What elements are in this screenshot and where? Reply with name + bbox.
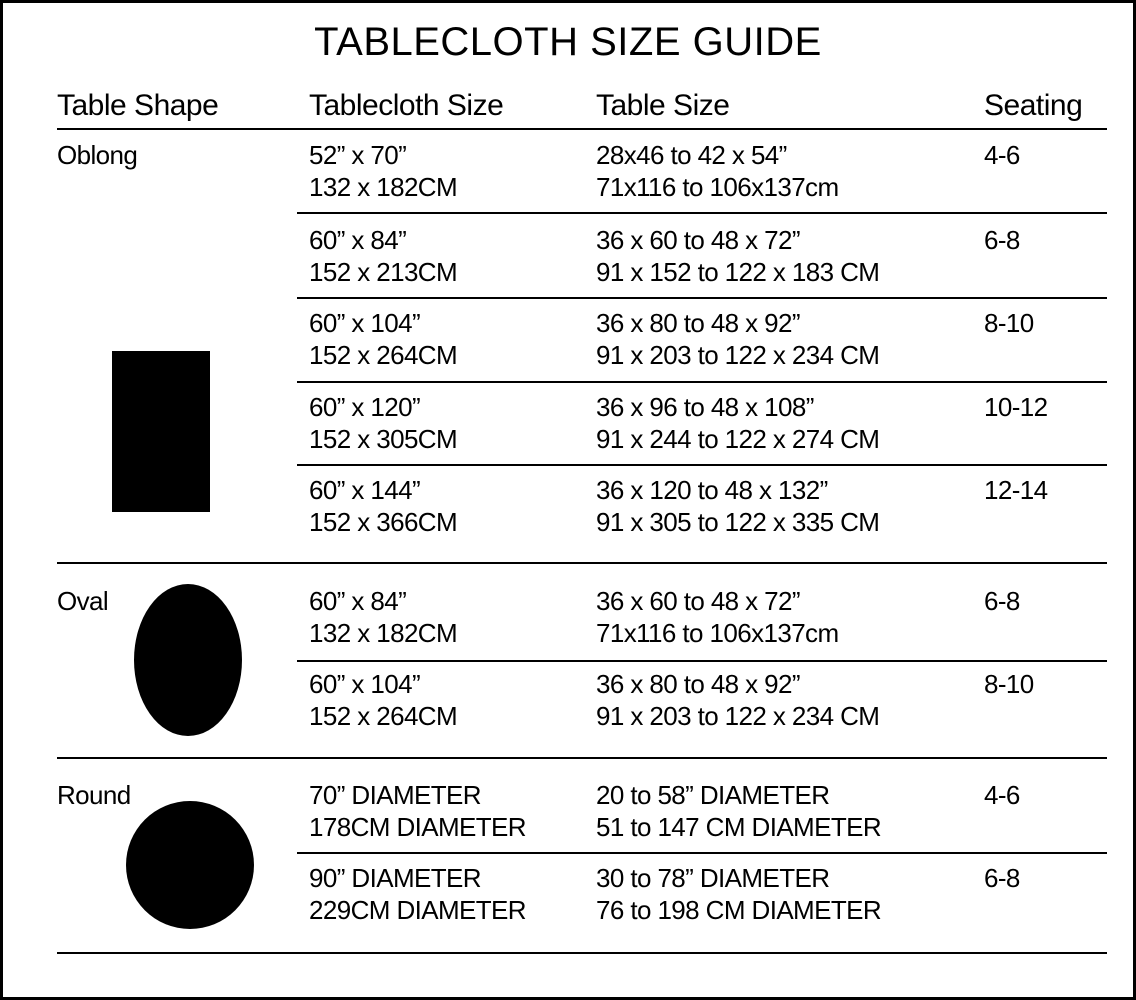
seating-value: 6-8 (984, 586, 1020, 616)
header-seating: Seating (984, 89, 1083, 122)
table-size-inches: 30 to 78” DIAMETER (596, 863, 830, 893)
table-size-cm: 76 to 198 CM DIAMETER (596, 895, 882, 925)
seating-value: 8-10 (984, 669, 1034, 699)
table-size-cm: 91 x 203 to 122 x 234 CM (596, 701, 880, 731)
seating-value: 6-8 (984, 225, 1020, 255)
row-divider (297, 660, 1107, 662)
header-table-size: Table Size (596, 89, 730, 122)
tablecloth-size-inches: 60” x 84” (309, 225, 407, 255)
row-divider (297, 297, 1107, 299)
seating-value: 8-10 (984, 308, 1034, 338)
tablecloth-size-cm: 152 x 305CM (309, 424, 458, 454)
table-size-inches: 36 x 80 to 48 x 92” (596, 669, 801, 699)
tablecloth-size-cm: 152 x 264CM (309, 340, 458, 370)
tablecloth-size-inches: 60” x 104” (309, 308, 421, 338)
tablecloth-size-cm: 152 x 264CM (309, 701, 458, 731)
table-size-inches: 36 x 80 to 48 x 92” (596, 308, 801, 338)
seating-value: 6-8 (984, 863, 1020, 893)
seating-value: 4-6 (984, 780, 1020, 810)
table-size-cm: 91 x 305 to 122 x 335 CM (596, 507, 880, 537)
tablecloth-size-inches: 60” x 144” (309, 475, 421, 505)
table-size-cm: 91 x 152 to 122 x 183 CM (596, 257, 880, 287)
table-size-inches: 36 x 60 to 48 x 72” (596, 586, 801, 616)
header-tablecloth-size: Tablecloth Size (309, 89, 504, 122)
table-size-cm: 91 x 203 to 122 x 234 CM (596, 340, 880, 370)
tablecloth-size-inches: 60” x 84” (309, 586, 407, 616)
tablecloth-size-cm: 178CM DIAMETER (309, 812, 527, 842)
row-divider (57, 562, 1107, 564)
page-title: TABLECLOTH SIZE GUIDE (314, 20, 822, 64)
tablecloth-size-inches: 90” DIAMETER (309, 863, 482, 893)
tablecloth-size-inches: 70” DIAMETER (309, 780, 482, 810)
oval-shape-icon (134, 584, 242, 736)
oblong-shape-icon (112, 351, 210, 512)
shape-label-round: Round (57, 780, 131, 810)
seating-value: 10-12 (984, 392, 1048, 422)
row-divider (297, 464, 1107, 466)
tablecloth-size-cm: 132 x 182CM (309, 172, 458, 202)
tablecloth-size-inches: 60” x 104” (309, 669, 421, 699)
tablecloth-size-cm: 152 x 213CM (309, 257, 458, 287)
table-size-cm: 71x116 to 106x137cm (596, 172, 839, 202)
shape-label-oval: Oval (57, 586, 109, 616)
tablecloth-size-cm: 132 x 182CM (309, 618, 458, 648)
round-shape-icon (126, 801, 254, 929)
table-size-cm: 91 x 244 to 122 x 274 CM (596, 424, 880, 454)
table-size-inches: 36 x 120 to 48 x 132” (596, 475, 828, 505)
tablecloth-size-cm: 229CM DIAMETER (309, 895, 527, 925)
table-size-inches: 36 x 96 to 48 x 108” (596, 392, 814, 422)
row-divider (297, 212, 1107, 214)
row-divider (297, 381, 1107, 383)
header-table-shape: Table Shape (57, 89, 219, 122)
table-size-cm: 51 to 147 CM DIAMETER (596, 812, 882, 842)
row-divider (57, 757, 1107, 759)
tablecloth-size-inches: 60” x 120” (309, 392, 421, 422)
table-size-inches: 36 x 60 to 48 x 72” (596, 225, 801, 255)
tablecloth-size-inches: 52” x 70” (309, 140, 407, 170)
seating-value: 12-14 (984, 475, 1048, 505)
header-divider (57, 128, 1107, 130)
table-size-inches: 28x46 to 42 x 54” (596, 140, 787, 170)
shape-label-oblong: Oblong (57, 140, 138, 170)
row-divider (297, 852, 1107, 854)
row-divider (57, 952, 1107, 954)
table-size-inches: 20 to 58” DIAMETER (596, 780, 830, 810)
seating-value: 4-6 (984, 140, 1020, 170)
table-size-cm: 71x116 to 106x137cm (596, 618, 839, 648)
tablecloth-size-cm: 152 x 366CM (309, 507, 458, 537)
